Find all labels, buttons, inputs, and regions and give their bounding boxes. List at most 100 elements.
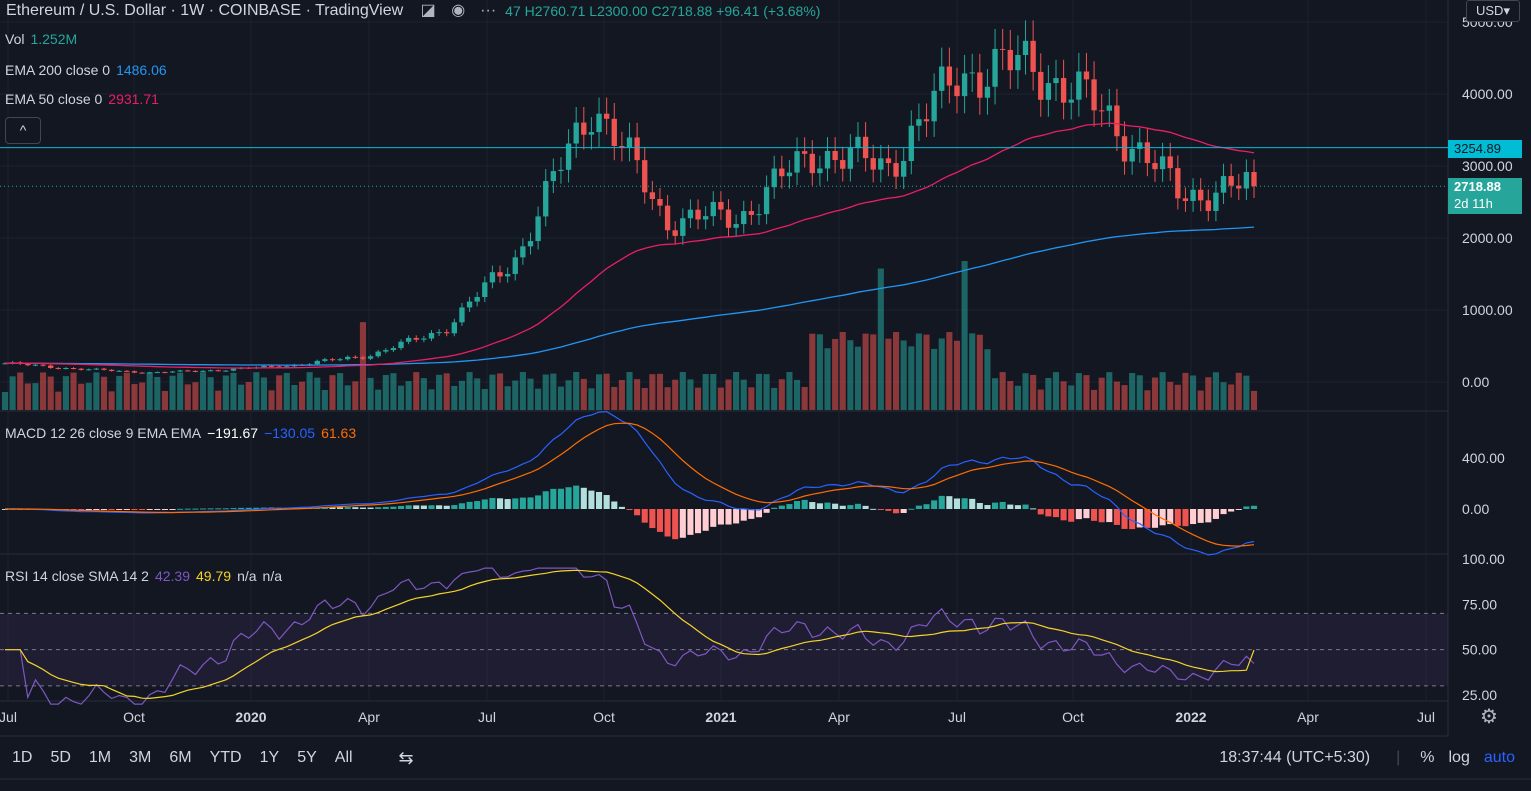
candle-body: [939, 66, 945, 91]
auto-toggle[interactable]: auto: [1483, 749, 1515, 766]
macd-histogram-bar: [717, 509, 724, 525]
time-tick-5: Oct: [593, 709, 615, 725]
more-icon[interactable]: ···: [480, 2, 497, 19]
tf-5d[interactable]: 5D: [50, 749, 71, 766]
currency-selector[interactable]: USD▾: [1466, 0, 1520, 22]
price-tick-5: 0.00: [1462, 374, 1489, 390]
tf-3m[interactable]: 3M: [129, 749, 152, 766]
time-tick-8: Jul: [948, 709, 966, 725]
macd-histogram-bar: [93, 509, 100, 510]
candle-body: [139, 372, 145, 374]
macd-histogram-bar: [215, 508, 222, 510]
macd-histogram-bar: [946, 496, 953, 509]
tf-6m[interactable]: 6M: [169, 749, 192, 766]
volume-bar: [839, 332, 846, 410]
candle-body: [421, 338, 427, 340]
volume-bar: [519, 372, 526, 410]
volume-bar: [9, 376, 16, 410]
macd-histogram-bar: [725, 509, 732, 525]
volume-bar: [55, 391, 62, 410]
volume-bar: [824, 348, 831, 410]
candle-body: [345, 356, 351, 360]
volume-bar: [245, 381, 252, 410]
candle-body: [535, 216, 541, 242]
candle-body: [48, 365, 54, 368]
volume-bar: [809, 333, 816, 410]
macd-histogram-bar: [1037, 509, 1044, 515]
stack-icon[interactable]: ◪: [420, 2, 436, 19]
settings-icon: ⚙: [1480, 706, 1498, 728]
candle-body: [992, 48, 998, 87]
percent-toggle[interactable]: %: [1420, 749, 1435, 766]
candle-body: [147, 372, 153, 374]
macd-histogram-bar: [1007, 504, 1014, 509]
symbol-title[interactable]: Ethereum / U.S. Dollar · 1W · COINBASE ·…: [6, 2, 404, 19]
macd-histogram-bar: [1075, 509, 1082, 520]
candle-body: [817, 168, 823, 174]
macd-histogram-bar: [1190, 509, 1197, 525]
candle-body: [779, 168, 785, 177]
macd-histogram-bar: [1098, 509, 1105, 523]
candle-body: [1038, 71, 1044, 100]
candle-body: [1007, 49, 1013, 71]
macd-histogram-bar: [1212, 509, 1219, 519]
macd-histogram-bar: [824, 502, 831, 509]
candle-body: [718, 201, 724, 210]
candle-body: [984, 86, 991, 98]
tf-ytd[interactable]: YTD: [209, 749, 242, 766]
volume-bar: [832, 338, 839, 410]
volume-bar: [1220, 382, 1227, 410]
clock-label[interactable]: 18:37:44 (UTC+5:30): [1219, 749, 1371, 766]
volume-bar: [702, 374, 709, 410]
ema50-label: EMA 50 close 0: [5, 91, 103, 107]
macd-histogram-bar: [1014, 505, 1021, 509]
macd-histogram-bar: [1228, 509, 1235, 512]
eye-icon[interactable]: ◉: [451, 2, 466, 19]
macd-histogram-bar: [550, 488, 557, 509]
time-tick-11: Apr: [1297, 709, 1319, 725]
volume-bar: [359, 322, 366, 410]
volume-bar: [976, 334, 983, 410]
volume-bar: [413, 372, 420, 410]
macd-histogram-bar: [580, 487, 587, 509]
volume-bar: [877, 268, 884, 410]
macd-histogram-bar: [877, 509, 884, 510]
macd-histogram-bar: [1091, 509, 1098, 521]
volume-bar: [314, 377, 321, 410]
tf-1y[interactable]: 1Y: [259, 749, 280, 766]
close-value: C2718.88: [651, 3, 713, 19]
collapse-legend-button[interactable]: ^: [5, 117, 41, 144]
macd-histogram-bar: [184, 508, 191, 510]
candle-body: [390, 348, 397, 351]
macd-histogram-bar: [466, 501, 473, 509]
volume-bar: [961, 261, 968, 410]
volume-bar: [466, 372, 473, 410]
time-tick-10: 2022: [1175, 709, 1206, 725]
candle-body: [1137, 142, 1143, 149]
candle-body: [611, 118, 617, 146]
volume-bar: [1144, 390, 1151, 410]
volume-bar: [1091, 389, 1098, 410]
volume-bar: [32, 383, 39, 410]
volume-bar: [1136, 375, 1143, 410]
date-range-icon[interactable]: ⇆: [398, 747, 414, 768]
macd-histogram-bar: [664, 509, 671, 537]
volume-bar: [870, 334, 877, 410]
candle-body: [413, 337, 419, 340]
volume-bar: [1068, 385, 1075, 410]
volume-bar: [649, 374, 656, 410]
macd-histogram-bar: [801, 499, 808, 509]
macd-histogram-bar: [527, 497, 534, 509]
log-toggle[interactable]: log: [1448, 749, 1470, 766]
candle-body: [565, 143, 572, 170]
macd-histogram-bar: [146, 509, 153, 510]
tf-1d[interactable]: 1D: [12, 749, 33, 766]
candle-body: [1076, 71, 1082, 100]
tf-all[interactable]: All: [334, 749, 353, 766]
tf-1m[interactable]: 1M: [88, 749, 112, 766]
volume-bar: [474, 378, 481, 410]
tf-5y[interactable]: 5Y: [297, 749, 317, 766]
candle-body: [1114, 105, 1120, 137]
macd-histogram-bar: [367, 507, 374, 509]
